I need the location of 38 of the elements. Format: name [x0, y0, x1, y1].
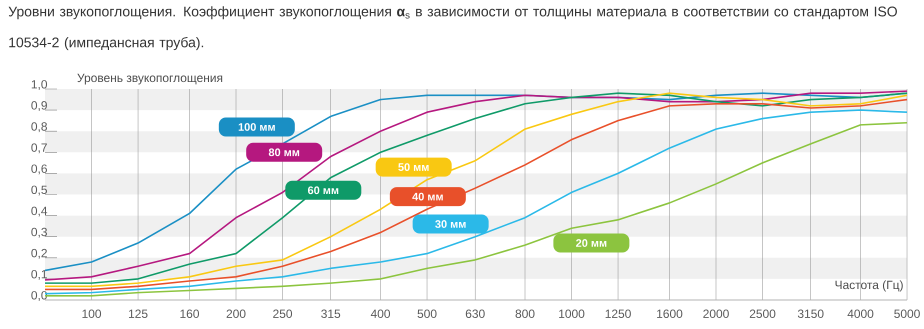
x-tick-label: 500 — [418, 310, 437, 318]
series-label: 100 мм — [238, 123, 275, 131]
x-tick-label: 1250 — [606, 310, 631, 318]
y-tick-label: 0,9 — [31, 101, 47, 112]
y-axis-title: Уровень звукопоглощения — [77, 74, 222, 84]
y-tick-label: 0,2 — [31, 248, 47, 259]
series-label: 20 мм — [576, 239, 606, 247]
x-tick-label: 1000 — [559, 310, 584, 318]
x-tick-label: 160 — [180, 310, 200, 318]
y-tick-label: 1,0 — [32, 80, 48, 90]
series-label: 40 мм — [412, 192, 443, 200]
x-tick-label: 2000 — [703, 310, 729, 318]
series-label: 60 мм — [308, 186, 338, 194]
x-tick-label: 250 — [273, 310, 292, 318]
y-tick-label: 0,8 — [31, 122, 47, 132]
x-tick-label: 200 — [226, 310, 246, 318]
y-tick-label: 0,1 — [31, 270, 47, 280]
x-tick-label: 3150 — [798, 310, 824, 318]
x-tick-label: 2500 — [750, 310, 776, 318]
series-label: 80 мм — [268, 148, 300, 156]
series-label: 50 мм — [398, 163, 429, 171]
x-tick-label: 800 — [516, 310, 535, 318]
series-label: 30 мм — [435, 220, 466, 228]
x-tick-label: 125 — [128, 310, 148, 318]
x-tick-label: 4000 — [848, 310, 874, 318]
y-tick-label: 0,6 — [31, 164, 47, 174]
y-tick-label: 0,5 — [31, 186, 47, 196]
x-tick-label: 400 — [370, 310, 390, 318]
x-tick-label: 100 — [82, 310, 102, 318]
x-tick-label: 1600 — [657, 310, 682, 318]
x-axis-title: Частота (Гц) — [836, 280, 903, 292]
y-tick-label: 0,7 — [31, 143, 47, 154]
x-tick-label: 315 — [321, 310, 340, 318]
y-tick-label: 0,4 — [31, 206, 48, 217]
chart-title: Уровни звукопоглощения. Коэффициент звукопоглощения α$_{s}$ в зависимости от толщины материала в соответствии со стандартом ISO 10534-2 (импедансная труба). — [8, 6, 897, 50]
y-tick-label: 0,3 — [31, 228, 47, 238]
x-tick-label: 5000 — [894, 310, 920, 318]
x-tick-label: 630 — [466, 310, 485, 318]
